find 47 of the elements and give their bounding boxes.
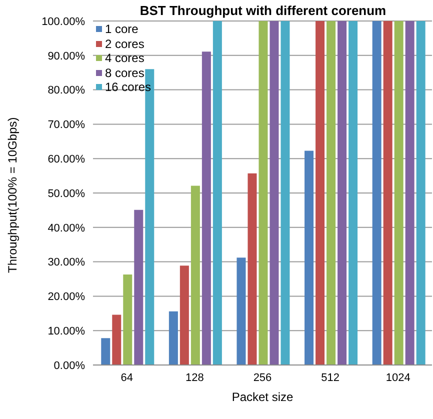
y-tick-label: 30.00% bbox=[48, 256, 86, 269]
chart-title: BST Throughput with different corenum bbox=[138, 3, 388, 18]
bar bbox=[212, 21, 222, 365]
y-tick-label: 60.00% bbox=[48, 154, 86, 166]
bar bbox=[394, 21, 404, 365]
y-axis-title: Throughput(100% = 10Gbps) bbox=[5, 117, 20, 273]
bar bbox=[270, 21, 279, 365]
bar bbox=[134, 210, 144, 365]
y-tick-label: 80.00% bbox=[48, 84, 86, 97]
y-tick-label: 40.00% bbox=[48, 222, 86, 234]
legend-label: 2 cores bbox=[105, 36, 144, 51]
bar bbox=[326, 21, 336, 365]
y-tick-label: 70.00% bbox=[48, 119, 86, 132]
y-tick-label: 10.00% bbox=[48, 326, 86, 338]
bar bbox=[405, 21, 414, 365]
bar bbox=[338, 21, 347, 365]
bar bbox=[383, 21, 392, 365]
bar bbox=[304, 150, 314, 365]
legend-label: 8 cores bbox=[105, 66, 144, 80]
y-tick-label: 50.00% bbox=[48, 188, 86, 200]
bar bbox=[123, 274, 132, 365]
bar bbox=[101, 338, 110, 365]
x-tick-label: 64 bbox=[120, 372, 134, 384]
x-tick-label: 1024 bbox=[386, 372, 410, 384]
bar bbox=[316, 21, 325, 365]
y-tick-label: 0.00% bbox=[54, 360, 86, 372]
y-tick-label: 100.00% bbox=[42, 16, 86, 28]
bar bbox=[236, 258, 246, 365]
legend-label: 1 core bbox=[105, 22, 138, 36]
x-tick-label: 256 bbox=[253, 372, 272, 384]
bar bbox=[372, 21, 382, 365]
y-tick-label: 90.00% bbox=[48, 50, 86, 62]
y-tick-label: 20.00% bbox=[48, 291, 86, 304]
bar bbox=[180, 266, 189, 365]
bar bbox=[248, 173, 257, 365]
bar bbox=[348, 21, 358, 365]
bar bbox=[168, 311, 178, 365]
bar bbox=[280, 21, 290, 365]
bar bbox=[202, 52, 211, 365]
x-axis-title: Packet size bbox=[232, 390, 294, 404]
bar bbox=[416, 21, 426, 365]
bar bbox=[258, 21, 268, 365]
bar bbox=[190, 186, 200, 365]
x-tick-label: 512 bbox=[321, 372, 340, 384]
bar bbox=[112, 314, 122, 365]
x-tick-label: 128 bbox=[186, 372, 204, 384]
legend-label: 4 cores bbox=[105, 51, 144, 66]
